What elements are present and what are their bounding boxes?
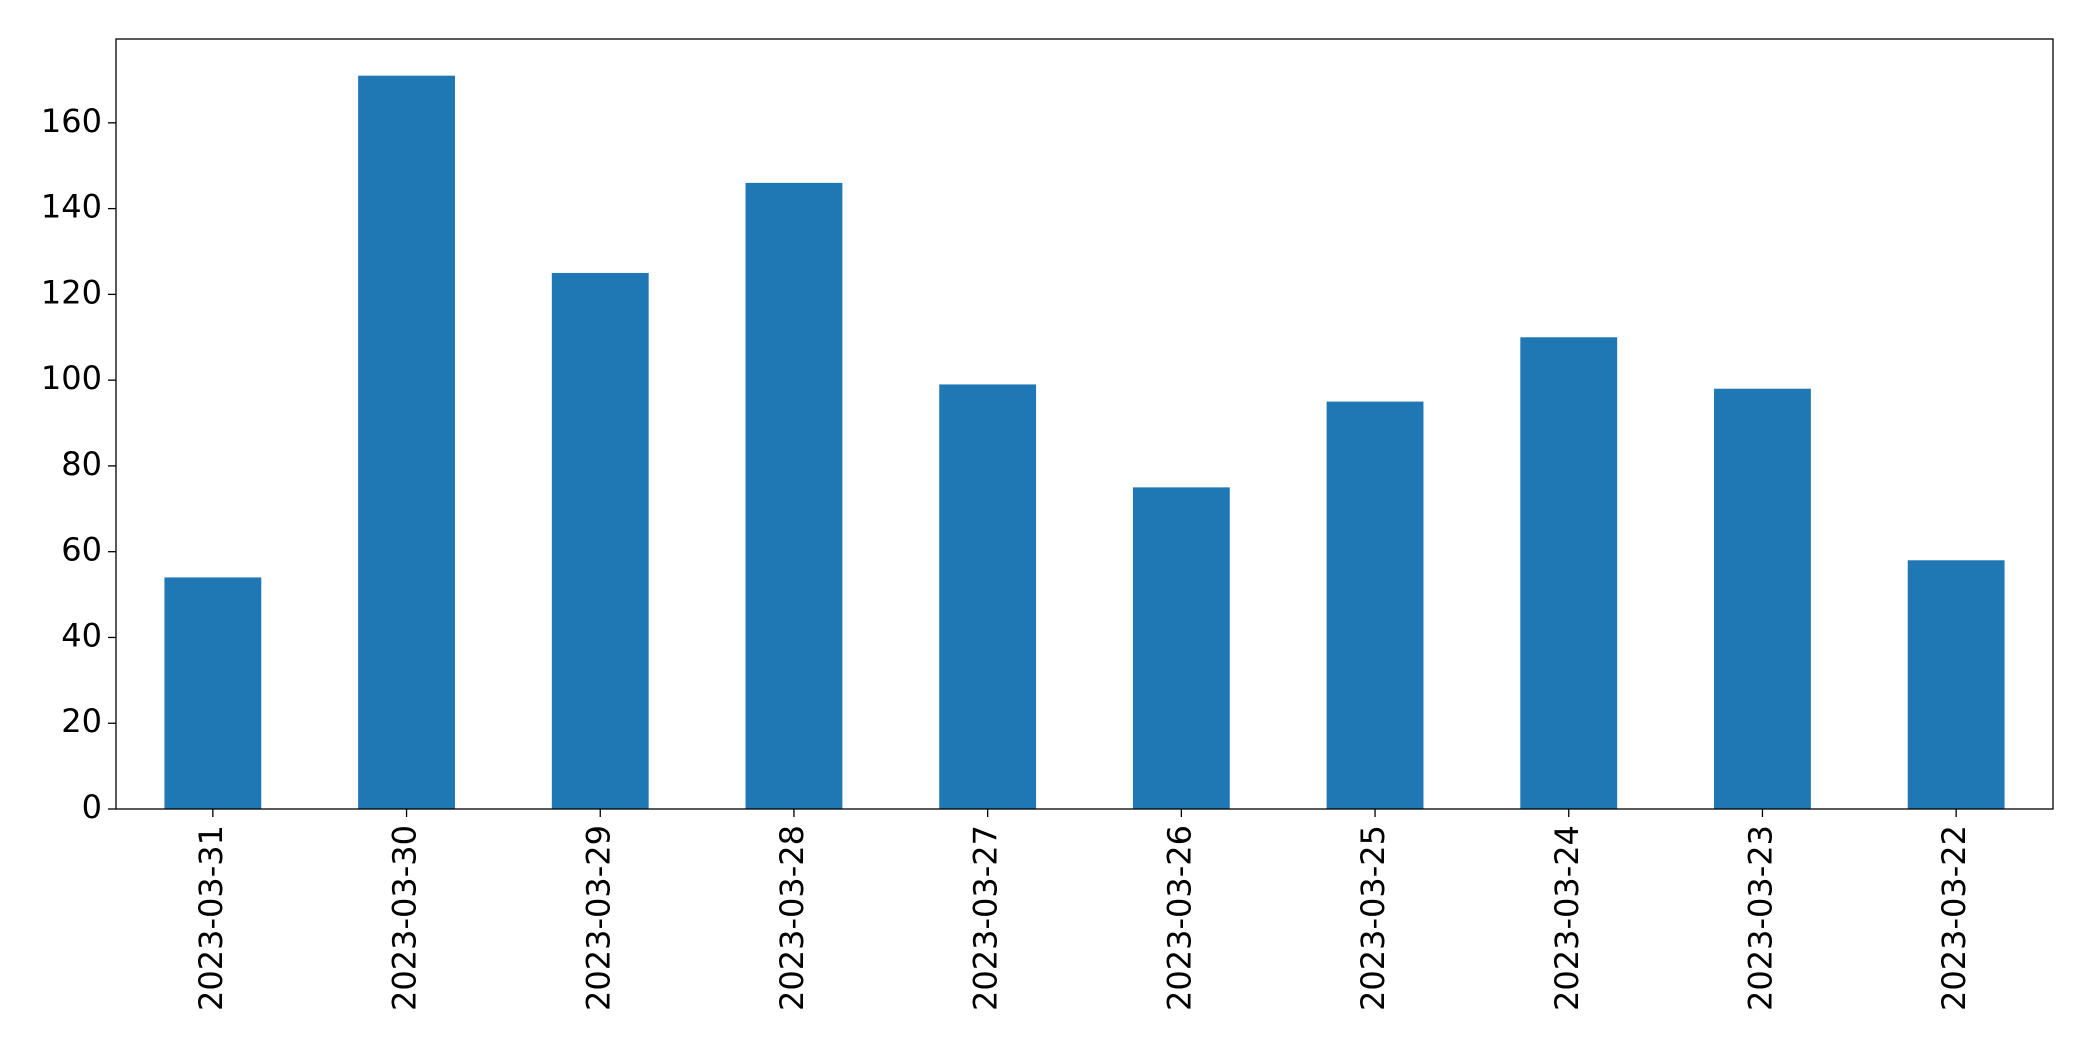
bar [164,577,262,809]
bar [1520,337,1618,809]
bar [745,182,843,809]
bar [358,75,455,809]
y-tick-label: 60 [61,531,102,569]
x-tick-label: 2023-03-28 [773,825,811,1011]
y-tick-label: 160 [41,102,102,140]
x-tick-label: 2023-03-24 [1548,825,1586,1011]
y-tick-label: 100 [41,359,102,397]
x-tick-label: 2023-03-22 [1935,825,1973,1011]
x-tick-label: 2023-03-26 [1160,825,1198,1011]
y-tick-label: 20 [61,702,102,740]
x-tick-label: 2023-03-29 [579,825,617,1011]
y-tick-label: 120 [41,273,102,311]
bar [939,384,1037,809]
plot-frame [115,38,2054,810]
bar [551,272,649,809]
y-tick-label: 40 [61,616,102,654]
x-tick-label: 2023-03-31 [192,825,230,1011]
x-tick-label: 2023-03-27 [967,825,1005,1011]
bar [1326,401,1424,809]
y-tick-label: 140 [41,188,102,226]
x-tick-label: 2023-03-30 [386,825,424,1011]
x-tick-label: 2023-03-25 [1354,825,1392,1011]
bar [1907,560,2005,809]
x-tick-label: 2023-03-23 [1741,825,1779,1011]
y-tick-label: 80 [61,445,102,483]
bar [1132,487,1230,809]
y-tick-label: 0 [82,788,102,826]
bar [1714,388,1811,809]
